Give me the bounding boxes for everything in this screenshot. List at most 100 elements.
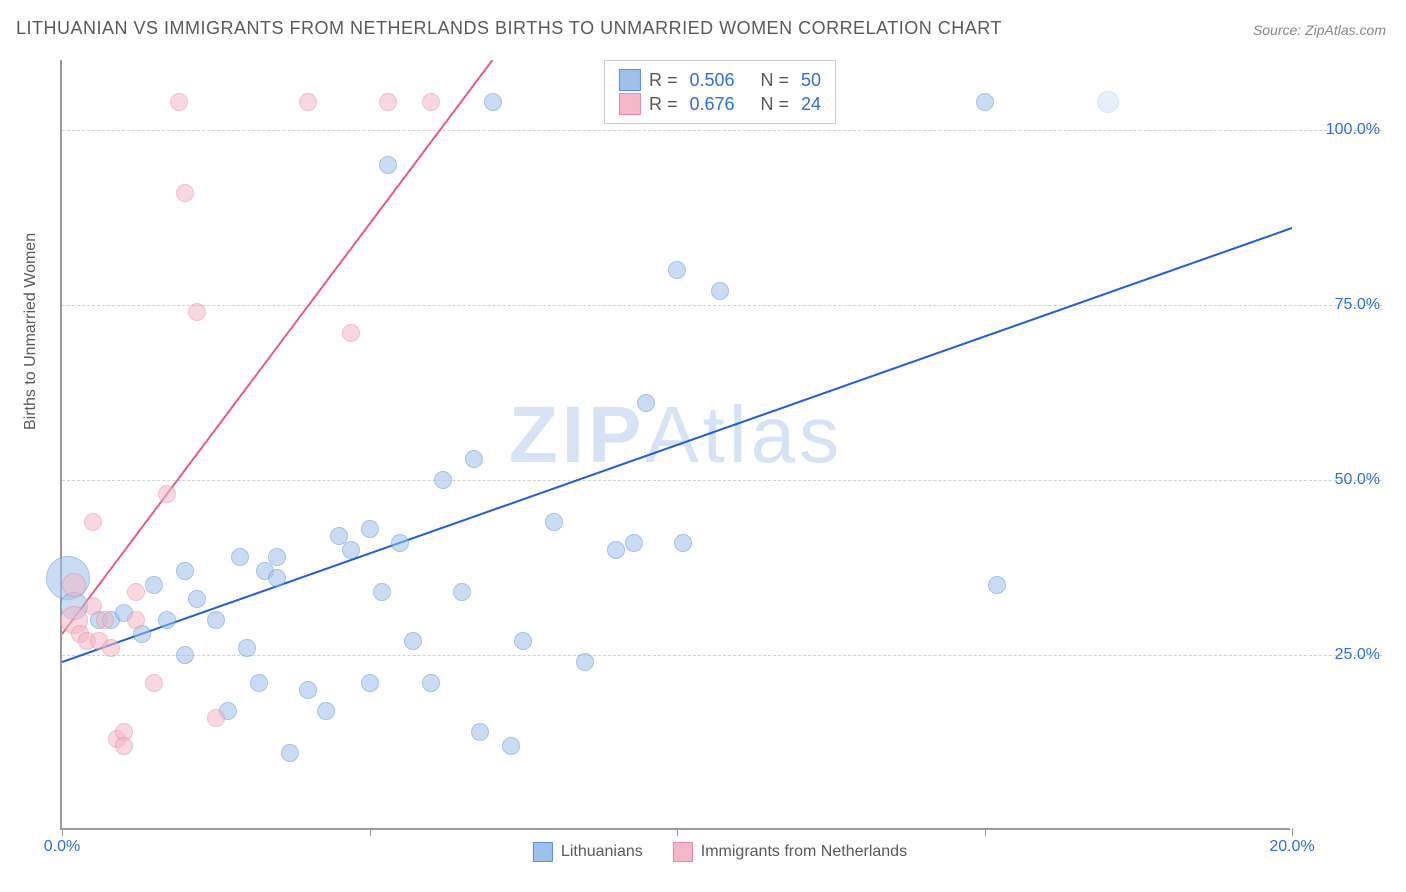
data-point (545, 513, 563, 531)
data-point (317, 702, 335, 720)
y-tick-label: 25.0% (1300, 646, 1380, 664)
plot-region: ZIPAtlas 25.0%50.0%75.0%100.0%0.0%20.0% (60, 60, 1290, 830)
data-point (127, 611, 145, 629)
data-point (625, 534, 643, 552)
data-point (422, 674, 440, 692)
data-point (674, 534, 692, 552)
data-point (391, 534, 409, 552)
y-tick-label: 50.0% (1300, 471, 1380, 489)
y-tick-label: 100.0% (1300, 121, 1380, 139)
watermark: ZIPAtlas (509, 389, 843, 481)
legend-n-value: 24 (801, 94, 821, 115)
data-point (502, 737, 520, 755)
chart-area: ZIPAtlas 25.0%50.0%75.0%100.0%0.0%20.0% … (60, 60, 1380, 830)
x-tick-mark (985, 828, 986, 836)
data-point (176, 184, 194, 202)
data-point (207, 709, 225, 727)
trend-line (62, 228, 1292, 662)
data-point (361, 520, 379, 538)
legend-n-label: N = (761, 70, 790, 91)
data-point (976, 93, 994, 111)
data-point (361, 674, 379, 692)
data-point (250, 674, 268, 692)
legend-swatch (533, 842, 553, 862)
legend-stats-row: R = 0.506 N = 50 (619, 69, 821, 91)
legend-swatch (619, 93, 641, 115)
trend-lines (62, 60, 1292, 830)
data-point (170, 93, 188, 111)
data-point (988, 576, 1006, 594)
data-point (607, 541, 625, 559)
data-point (434, 471, 452, 489)
gridline (62, 480, 1382, 481)
legend-r-value: 0.506 (689, 70, 734, 91)
legend-n-label: N = (761, 94, 790, 115)
legend-stats-box: R = 0.506 N = 50 R = 0.676 N = 24 (604, 60, 836, 124)
data-point (127, 583, 145, 601)
x-tick-mark (1292, 828, 1293, 836)
data-point (145, 674, 163, 692)
x-tick-mark (677, 828, 678, 836)
data-point (238, 639, 256, 657)
data-point (379, 156, 397, 174)
x-tick-label: 20.0% (1269, 838, 1314, 856)
legend-label: Immigrants from Netherlands (701, 843, 907, 860)
data-point (62, 573, 86, 597)
gridline (62, 305, 1382, 306)
legend-r-label: R = (649, 70, 678, 91)
x-tick-mark (62, 828, 63, 836)
data-point (145, 576, 163, 594)
data-point (281, 744, 299, 762)
data-point (115, 737, 133, 755)
y-axis-label: Births to Unmarried Women (22, 233, 40, 430)
x-tick-label: 0.0% (44, 838, 80, 856)
data-point (668, 261, 686, 279)
data-point (576, 653, 594, 671)
data-point (453, 583, 471, 601)
data-point (268, 569, 286, 587)
data-point (342, 541, 360, 559)
data-point (711, 282, 729, 300)
legend-item: Lithuanians (533, 842, 643, 862)
data-point (637, 394, 655, 412)
data-point (84, 513, 102, 531)
legend-bottom: Lithuanians Immigrants from Netherlands (533, 842, 907, 862)
legend-n-value: 50 (801, 70, 821, 91)
data-point (379, 93, 397, 111)
x-tick-mark (370, 828, 371, 836)
data-point (299, 93, 317, 111)
watermark-atlas: Atlas (645, 390, 843, 479)
data-point (158, 611, 176, 629)
data-point (404, 632, 422, 650)
data-point (465, 450, 483, 468)
data-point (176, 646, 194, 664)
data-point (484, 93, 502, 111)
data-point (176, 562, 194, 580)
data-point (188, 590, 206, 608)
legend-swatch (673, 842, 693, 862)
gridline (62, 655, 1382, 656)
data-point (422, 93, 440, 111)
data-point (1097, 91, 1119, 113)
source-attribution: Source: ZipAtlas.com (1253, 22, 1386, 38)
data-point (158, 485, 176, 503)
legend-r-value: 0.676 (689, 94, 734, 115)
legend-item: Immigrants from Netherlands (673, 842, 907, 862)
legend-r-label: R = (649, 94, 678, 115)
chart-title: LITHUANIAN VS IMMIGRANTS FROM NETHERLAND… (16, 18, 1002, 39)
data-point (207, 611, 225, 629)
data-point (268, 548, 286, 566)
data-point (188, 303, 206, 321)
data-point (514, 632, 532, 650)
legend-stats-row: R = 0.676 N = 24 (619, 93, 821, 115)
data-point (96, 611, 114, 629)
data-point (102, 639, 120, 657)
legend-label: Lithuanians (561, 843, 643, 860)
data-point (342, 324, 360, 342)
data-point (231, 548, 249, 566)
data-point (299, 681, 317, 699)
data-point (373, 583, 391, 601)
legend-swatch (619, 69, 641, 91)
data-point (471, 723, 489, 741)
y-tick-label: 75.0% (1300, 296, 1380, 314)
